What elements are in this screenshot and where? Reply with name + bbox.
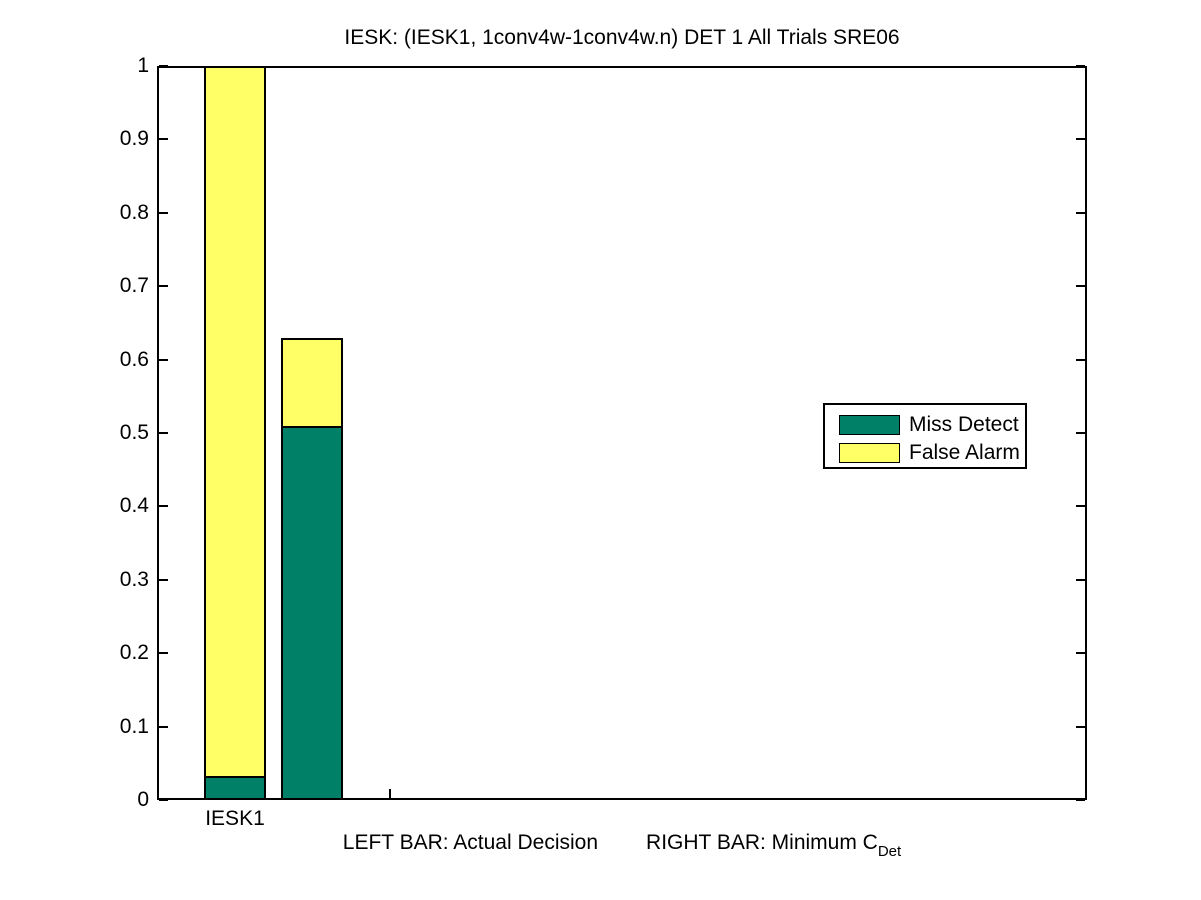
y-tick-mark-right bbox=[1076, 579, 1085, 581]
y-tick-mark-left bbox=[159, 652, 168, 654]
y-tick-mark-left bbox=[159, 138, 168, 140]
legend-swatch-miss-detect bbox=[839, 415, 900, 435]
y-tick-label: 0.9 bbox=[119, 127, 149, 150]
legend-label-miss-detect: Miss Detect bbox=[909, 413, 1019, 436]
y-tick-label: 0.2 bbox=[119, 641, 149, 664]
y-tick-mark-left bbox=[159, 799, 168, 801]
y-tick-label: 0.7 bbox=[119, 274, 149, 297]
y-tick-mark-right bbox=[1076, 652, 1085, 654]
y-tick-label: 0.3 bbox=[119, 568, 149, 591]
chart-title: IESK: (IESK1, 1conv4w-1conv4w.n) DET 1 A… bbox=[344, 26, 900, 49]
y-tick-label: 0.4 bbox=[119, 494, 149, 517]
y-tick-mark-left bbox=[159, 212, 168, 214]
plot-area bbox=[157, 66, 1087, 800]
bar-actual-decision-false-alarm bbox=[204, 66, 266, 800]
bar-actual-decision-miss-detect bbox=[204, 776, 266, 800]
y-tick-mark-right bbox=[1076, 212, 1085, 214]
y-tick-mark-right bbox=[1076, 138, 1085, 140]
y-tick-mark-left bbox=[159, 579, 168, 581]
y-tick-mark-left bbox=[159, 285, 168, 287]
y-tick-mark-left bbox=[159, 505, 168, 507]
x-axis-caption-subscript: Det bbox=[877, 843, 902, 860]
x-axis-caption-left: LEFT BAR: Actual Decision bbox=[342, 831, 599, 854]
y-tick-mark-left bbox=[159, 726, 168, 728]
y-tick-label: 0.5 bbox=[119, 421, 149, 444]
y-tick-mark-right bbox=[1076, 359, 1085, 361]
bar-minimum-cdet-miss-detect bbox=[281, 426, 343, 800]
y-tick-label: 0.6 bbox=[119, 348, 149, 371]
x-axis-caption-right: RIGHT BAR: Minimum C bbox=[646, 831, 878, 854]
y-tick-mark-left bbox=[159, 432, 168, 434]
y-tick-mark-left bbox=[159, 65, 168, 67]
x-tick-mark bbox=[389, 789, 391, 798]
legend-label-false-alarm: False Alarm bbox=[909, 441, 1020, 464]
y-tick-mark-right bbox=[1076, 65, 1085, 67]
y-tick-mark-right bbox=[1076, 726, 1085, 728]
y-tick-mark-right bbox=[1076, 285, 1085, 287]
x-axis-caption: LEFT BAR: Actual Decision RIGHT BAR: Mini… bbox=[157, 831, 1087, 860]
y-tick-mark-right bbox=[1076, 505, 1085, 507]
x-tick-label: IESK1 bbox=[205, 807, 265, 830]
legend-swatch-false-alarm bbox=[839, 443, 900, 463]
y-tick-label: 0 bbox=[137, 788, 149, 811]
legend: Miss Detect False Alarm bbox=[823, 403, 1027, 469]
y-tick-label: 0.8 bbox=[119, 201, 149, 224]
y-tick-mark-left bbox=[159, 359, 168, 361]
y-tick-label: 0.1 bbox=[119, 715, 149, 738]
y-tick-label: 1 bbox=[137, 54, 149, 77]
y-tick-mark-right bbox=[1076, 799, 1085, 801]
y-tick-mark-right bbox=[1076, 432, 1085, 434]
